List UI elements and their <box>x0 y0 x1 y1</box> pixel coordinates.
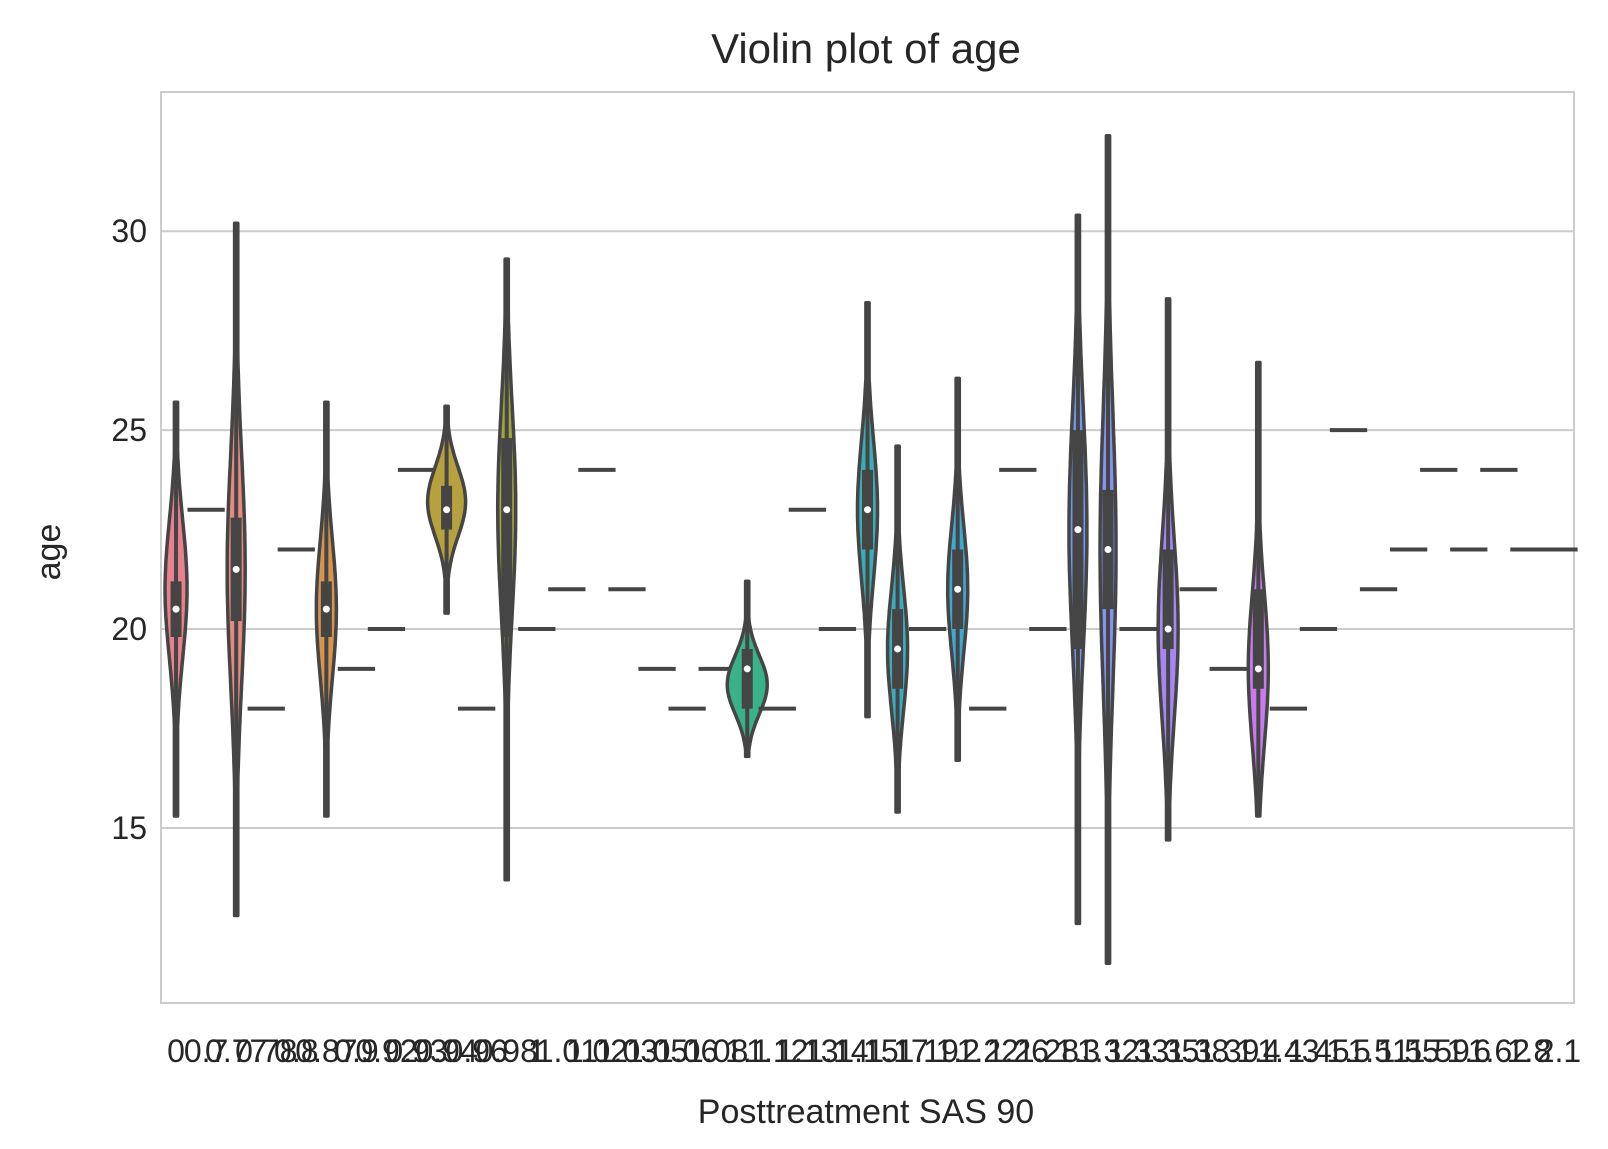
x-tick-label: 0.96 <box>446 1033 508 1069</box>
x-tick-label: 1.05 <box>626 1033 688 1069</box>
y-axis-label: age <box>30 524 68 581</box>
x-tick-label: 1.08 <box>686 1033 748 1069</box>
x-tick-label: 1.2 <box>935 1033 979 1069</box>
x-tick-label: 1.55 <box>1378 1033 1440 1069</box>
violin-median-dot <box>954 585 962 593</box>
x-tick-label: 0.93 <box>385 1033 447 1069</box>
x-tick-label: 1.14 <box>806 1033 868 1069</box>
violin-category-5 <box>314 400 339 818</box>
x-tick-labels: 00.70.770.780.80.870.90.920.930.940.960.… <box>167 1033 1581 1069</box>
violin-category-33 <box>1156 297 1180 842</box>
violin-median-dot <box>1074 526 1082 534</box>
violin-median-dot <box>864 506 871 514</box>
x-tick-label: 0.92 <box>355 1033 417 1069</box>
x-tick-label: 1.28 <box>1017 1033 1079 1069</box>
violin-median-dot <box>743 665 751 673</box>
violin-median-dot <box>322 605 330 613</box>
x-tick-label: 1.26 <box>987 1033 1049 1069</box>
x-tick-label: 1.12 <box>746 1033 808 1069</box>
chart-title: Violin plot of age <box>711 25 1021 72</box>
violin-median-dot <box>1164 625 1172 633</box>
x-tick-label: 1.15 <box>836 1033 898 1069</box>
x-axis-label: Posttreatment SAS 90 <box>698 1093 1034 1131</box>
y-tick-label: 15 <box>111 810 147 846</box>
x-tick-label: 0.77 <box>205 1033 267 1069</box>
x-tick-label: 1.5 <box>1326 1033 1370 1069</box>
x-tick-label: 1.02 <box>566 1033 628 1069</box>
violin-category-36 <box>1246 360 1271 818</box>
x-tick-label: 1.45 <box>1287 1033 1349 1069</box>
violin-category-31 <box>1098 134 1118 965</box>
violin-median-dot <box>443 506 451 514</box>
y-tick-label: 25 <box>111 412 147 448</box>
x-tick-label: 0.8 <box>274 1033 318 1069</box>
y-tick-labels: 15 20 25 30 <box>111 213 147 846</box>
x-tick-label: 1.4 <box>1236 1033 1280 1069</box>
x-tick-label: 1.06 <box>656 1033 718 1069</box>
x-tick-label: 1.33 <box>1107 1033 1169 1069</box>
violin-median-dot <box>1104 545 1112 553</box>
x-tick-label: 2.1 <box>1537 1033 1581 1069</box>
x-tick-label: 1.3 <box>1056 1033 1100 1069</box>
violin-category-24 <box>885 444 910 814</box>
violin-median-dot <box>232 565 240 573</box>
x-tick-label: 0.9 <box>334 1033 378 1069</box>
x-tick-label: 1.43 <box>1257 1033 1319 1069</box>
x-tick-label: 1.01 <box>536 1033 598 1069</box>
violin-category-11 <box>495 257 518 882</box>
x-tick-label: 1.51 <box>1347 1033 1409 1069</box>
x-tick-label: 0.98 <box>476 1033 538 1069</box>
violin-category-0 <box>163 400 189 818</box>
x-tick-label: 1.39 <box>1197 1033 1259 1069</box>
violin-category-2 <box>225 221 247 918</box>
violin-median-dot <box>172 605 180 613</box>
violin-category-26 <box>945 376 970 763</box>
x-tick-label: 1.38 <box>1167 1033 1229 1069</box>
x-tick-label: 1.03 <box>596 1033 658 1069</box>
x-tick-label: 1.35 <box>1137 1033 1199 1069</box>
x-tick-label: 0.87 <box>295 1033 357 1069</box>
violin-category-19 <box>725 579 769 759</box>
y-tick-label: 30 <box>111 213 147 249</box>
x-tick-label: 1.19 <box>896 1033 958 1069</box>
x-tick-label: 1.62 <box>1468 1033 1530 1069</box>
violin-category-30 <box>1067 213 1089 926</box>
x-tick-label: 1.32 <box>1077 1033 1139 1069</box>
x-tick-label: 1.22 <box>957 1033 1019 1069</box>
x-tick-label: 0 <box>167 1033 185 1069</box>
violin-median-dot <box>1254 665 1262 673</box>
x-tick-label: 1.6 <box>1447 1033 1491 1069</box>
x-tick-label: 0.7 <box>184 1033 228 1069</box>
y-tick-label: 20 <box>111 611 147 647</box>
x-tick-label: 1.1 <box>725 1033 769 1069</box>
x-tick-label: 1 <box>528 1033 546 1069</box>
x-tick-label: 0.78 <box>235 1033 297 1069</box>
x-tick-label: 1.8 <box>1507 1033 1551 1069</box>
violins <box>163 134 1578 965</box>
x-tick-label: 1.17 <box>866 1033 928 1069</box>
x-tick-label: 0.94 <box>415 1033 477 1069</box>
x-tick-label: 1.13 <box>776 1033 838 1069</box>
violin-median-dot <box>894 645 902 653</box>
violin-category-23 <box>855 301 880 719</box>
violin-median-dot <box>503 506 511 514</box>
x-tick-label: 1.59 <box>1408 1033 1470 1069</box>
violin-category-9 <box>425 404 468 615</box>
